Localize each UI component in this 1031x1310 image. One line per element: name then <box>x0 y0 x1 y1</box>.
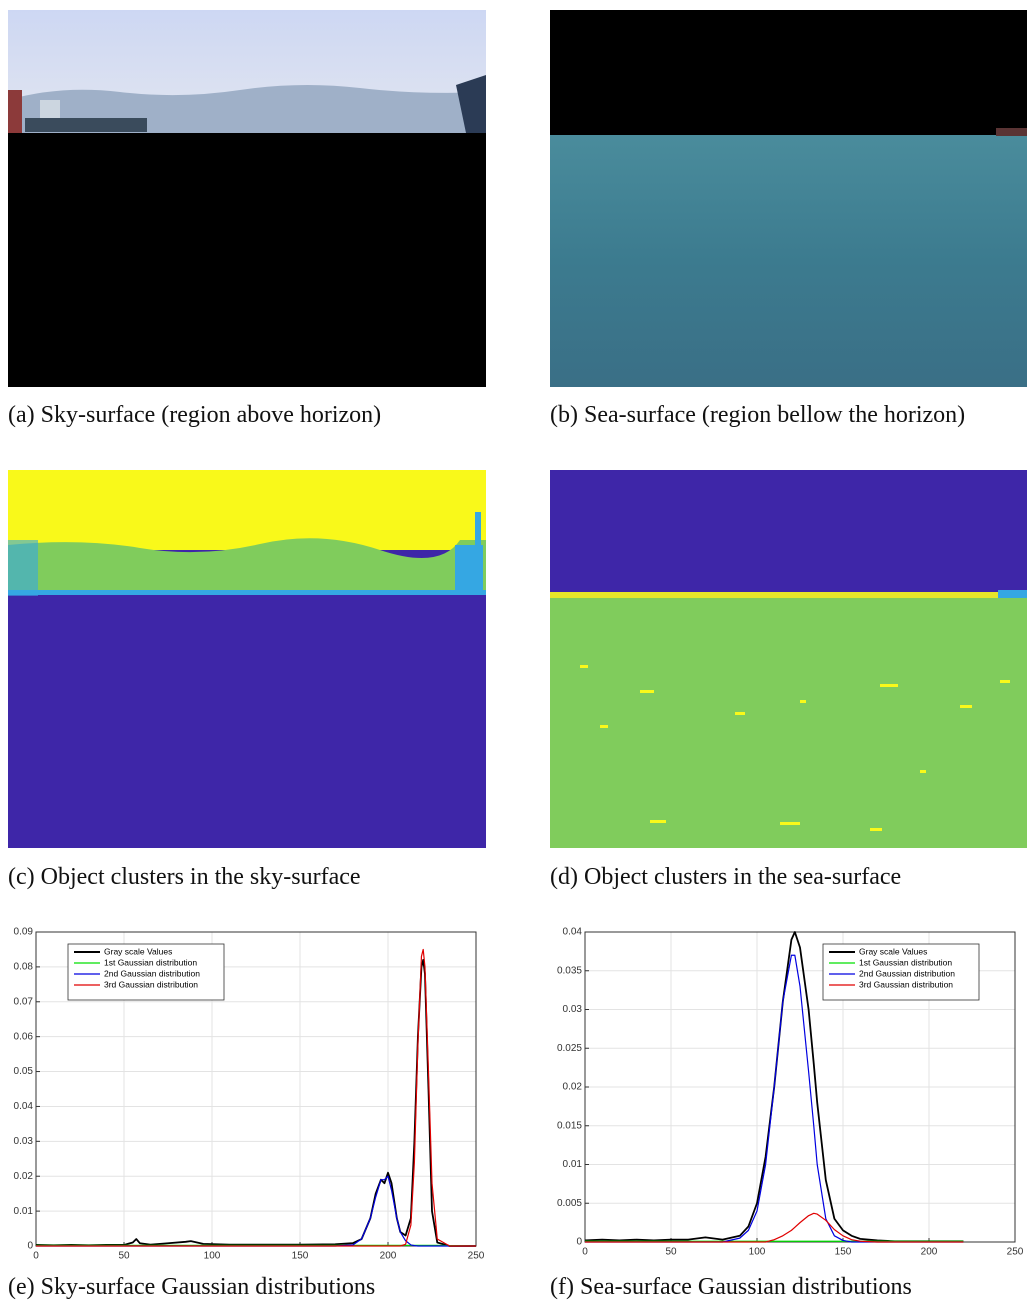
x-tick-label: 50 <box>665 1247 677 1258</box>
y-tick-label: 0.01 <box>14 1206 34 1217</box>
y-tick-label: 0.05 <box>14 1066 34 1077</box>
y-tick-label: 0.015 <box>557 1120 582 1131</box>
figure: 0 0.01 0.02 0.03 0.04 0.05 0.06 0.07 0.08 0.09 0 50… <box>0 0 1031 1310</box>
y-tick-label: 0.07 <box>14 996 34 1007</box>
x-tick-label: 50 <box>118 1251 130 1262</box>
y-tick-label: 0.035 <box>557 965 582 976</box>
image-sea-clusters <box>550 470 1027 848</box>
legend-label: Gray scale Values <box>859 946 927 956</box>
image-sky-clusters <box>8 470 486 848</box>
y-tick-label: 0.06 <box>14 1031 34 1042</box>
x-tick-label: 150 <box>835 1247 852 1258</box>
y-tick-label: 0.08 <box>14 962 34 973</box>
x-tick-label: 100 <box>204 1251 221 1262</box>
x-tick-label: 250 <box>1007 1247 1024 1258</box>
x-tick-label: 200 <box>380 1251 397 1262</box>
y-tick-label: 0.01 <box>563 1159 583 1170</box>
x-tick-label: 250 <box>468 1251 485 1262</box>
x-tick-label: 0 <box>33 1251 39 1262</box>
legend-label: 2nd Gaussian distribution <box>859 968 955 978</box>
caption: (f) Sea-surface Gaussian distributions <box>550 1274 1030 1301</box>
y-tick-label: 0.025 <box>557 1043 582 1054</box>
y-tick-label: 0.005 <box>557 1198 582 1209</box>
caption: (c) Object clusters in the sky-surface <box>8 864 488 891</box>
y-tick-label: 0.02 <box>563 1082 583 1093</box>
y-tick-label: 0.02 <box>14 1171 34 1182</box>
x-tick-label: 150 <box>292 1251 309 1262</box>
legend-label: 1st Gaussian distribution <box>104 957 197 967</box>
legend-label: Gray scale Values <box>104 946 172 956</box>
figure-page: 0 0.01 0.02 0.03 0.04 0.05 0.06 0.07 0.08 0.09 0 50… <box>0 0 1031 1310</box>
image-sea-surface <box>550 10 1027 387</box>
y-tick-label: 0.04 <box>563 927 583 938</box>
legend-label: 3rd Gaussian distribution <box>859 979 953 989</box>
x-tick-label: 100 <box>749 1247 766 1258</box>
y-tick-label: 0.09 <box>14 927 34 938</box>
legend-label: 1st Gaussian distribution <box>859 957 952 967</box>
image-sky-surface <box>8 10 486 387</box>
x-tick-label: 200 <box>921 1247 938 1258</box>
caption: (e) Sky-surface Gaussian distributions <box>8 1274 488 1301</box>
y-tick-label: 0.03 <box>563 1004 583 1015</box>
y-tick-label: 0.03 <box>14 1136 34 1147</box>
x-tick-label: 0 <box>582 1247 588 1258</box>
caption: (d) Object clusters in the sea-surface <box>550 864 1030 891</box>
legend-label: 2nd Gaussian distribution <box>104 968 200 978</box>
y-tick-label: 0.04 <box>14 1101 34 1112</box>
caption: (a) Sky-surface (region above horizon) <box>8 402 488 429</box>
legend-label: 3rd Gaussian distribution <box>104 979 198 989</box>
caption: (b) Sea-surface (region bellow the horiz… <box>550 402 1027 429</box>
